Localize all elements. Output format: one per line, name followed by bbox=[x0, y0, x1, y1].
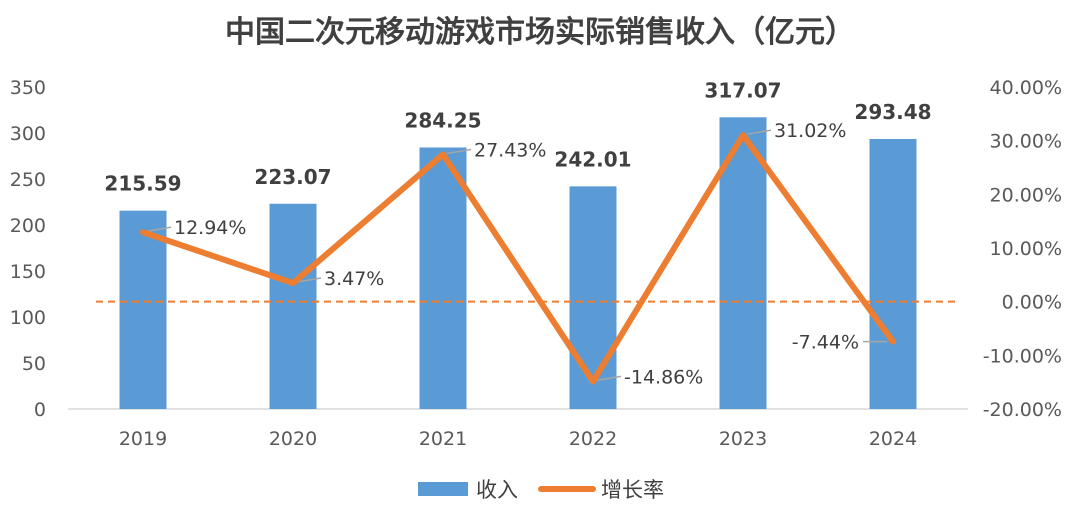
growth-value-label: 31.02% bbox=[774, 120, 846, 142]
right-tick-label: 20.00% bbox=[990, 184, 1062, 206]
right-tick-label: -20.00% bbox=[983, 399, 1062, 421]
growth-value-label: -14.86% bbox=[624, 366, 703, 388]
chart-title: 中国二次元移动游戏市场实际销售收入（亿元） bbox=[225, 15, 855, 50]
left-tick-label: 300 bbox=[10, 123, 46, 145]
growth-data-labels: 12.94% 3.47% 27.43% -14.86% 31.02% -7.44% bbox=[174, 120, 859, 388]
revenue-value-label: 215.59 bbox=[104, 172, 181, 196]
x-axis-ticks: 2019 2020 2021 2022 2023 2024 bbox=[119, 428, 917, 450]
revenue-bar bbox=[269, 203, 317, 409]
x-tick-label: 2021 bbox=[419, 428, 467, 450]
right-tick-label: 10.00% bbox=[990, 238, 1062, 260]
right-tick-label: -10.00% bbox=[983, 345, 1062, 367]
leader-line bbox=[446, 148, 472, 155]
revenue-data-labels: 215.59 223.07 284.25 242.01 317.07 293.48 bbox=[104, 78, 931, 195]
revenue-bar bbox=[569, 186, 617, 409]
revenue-value-label: 317.07 bbox=[704, 78, 781, 102]
legend-swatch-revenue bbox=[418, 482, 468, 496]
right-axis-ticks: -20.00% -10.00% 0.00% 10.00% 20.00% 30.00% 40.… bbox=[983, 77, 1062, 421]
revenue-value-label: 284.25 bbox=[404, 108, 481, 132]
x-tick-label: 2023 bbox=[719, 428, 767, 450]
revenue-bar bbox=[119, 210, 167, 409]
x-tick-label: 2024 bbox=[869, 428, 917, 450]
revenue-bar bbox=[869, 138, 917, 409]
left-tick-label: 150 bbox=[10, 261, 46, 283]
growth-value-label: 27.43% bbox=[474, 139, 546, 161]
revenue-value-label: 293.48 bbox=[854, 100, 931, 124]
legend-label-revenue: 收入 bbox=[476, 478, 518, 502]
growth-rate-line bbox=[140, 132, 896, 385]
growth-value-label: -7.44% bbox=[792, 332, 859, 354]
left-tick-label: 0 bbox=[34, 399, 46, 421]
revenue-bars bbox=[119, 117, 917, 410]
left-tick-label: 250 bbox=[10, 169, 46, 191]
revenue-bar bbox=[419, 147, 467, 410]
x-tick-label: 2019 bbox=[119, 428, 167, 450]
leader-line bbox=[146, 226, 172, 232]
right-tick-label: 0.00% bbox=[1002, 292, 1062, 314]
label-leader-lines bbox=[146, 129, 887, 382]
left-tick-label: 100 bbox=[10, 307, 46, 329]
left-axis-ticks: 0 50 100 150 200 250 300 350 bbox=[10, 77, 46, 421]
revenue-value-label: 223.07 bbox=[254, 165, 331, 189]
left-tick-label: 50 bbox=[22, 353, 46, 375]
leader-line bbox=[746, 129, 772, 135]
legend-label-growth: 增长率 bbox=[601, 478, 664, 502]
legend: 收入 增长率 bbox=[418, 478, 664, 502]
left-tick-label: 200 bbox=[10, 215, 46, 237]
leader-line bbox=[296, 277, 322, 283]
right-tick-label: 40.00% bbox=[990, 77, 1062, 99]
revenue-value-label: 242.01 bbox=[554, 147, 631, 171]
right-tick-label: 30.00% bbox=[990, 131, 1062, 153]
growth-value-label: 12.94% bbox=[174, 217, 246, 239]
x-tick-label: 2020 bbox=[269, 428, 317, 450]
x-tick-label: 2022 bbox=[569, 428, 617, 450]
left-tick-label: 350 bbox=[10, 77, 46, 99]
growth-value-label: 3.47% bbox=[324, 268, 384, 290]
leader-line bbox=[596, 375, 622, 382]
